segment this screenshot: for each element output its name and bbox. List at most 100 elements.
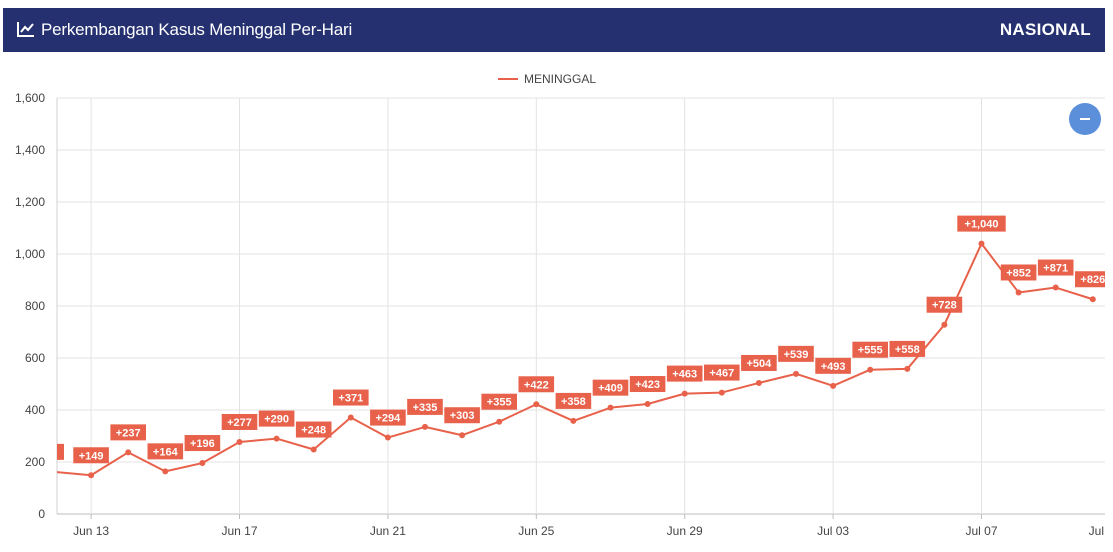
data-point bbox=[125, 449, 132, 456]
data-label-box bbox=[407, 398, 443, 415]
data-label-box bbox=[221, 413, 258, 430]
line-chart: 0 200 400 600 800 1,000 1,200 1,400 1,600 Jun 13 J… bbox=[15, 72, 1105, 538]
data-point bbox=[570, 417, 577, 424]
x-tick-label: Jun 17 bbox=[221, 524, 257, 538]
data-label-box bbox=[1037, 259, 1074, 276]
data-point bbox=[236, 438, 243, 445]
chart-header: Perkembangan Kasus Meninggal Per-Hari NA… bbox=[3, 8, 1105, 52]
data-point bbox=[681, 390, 688, 397]
data-label-box bbox=[741, 354, 777, 371]
data-label: +371 bbox=[338, 393, 363, 405]
data-point bbox=[978, 240, 985, 247]
y-tick-label: 0 bbox=[38, 507, 45, 521]
data-point bbox=[422, 423, 428, 430]
series-group: +149 +237 +164 +196 +277 +290 +248 +371 +294 +335… bbox=[51, 215, 1105, 479]
zoom-out-button[interactable] bbox=[1069, 103, 1101, 135]
data-label: +358 bbox=[561, 396, 586, 408]
y-tick-label: 200 bbox=[25, 455, 45, 469]
data-label: +335 bbox=[413, 402, 438, 414]
data-label-box bbox=[629, 376, 666, 393]
data-label: +826 bbox=[1080, 274, 1105, 286]
y-tick-label: 600 bbox=[25, 351, 45, 365]
data-label: +355 bbox=[487, 397, 512, 409]
x-tick-label: Jul bbox=[1089, 524, 1104, 538]
data-label: +290 bbox=[264, 414, 289, 426]
data-label: +422 bbox=[524, 379, 549, 391]
legend-label: MENINGGAL bbox=[524, 72, 596, 86]
data-label-box bbox=[57, 443, 64, 460]
data-label: +423 bbox=[635, 379, 660, 391]
data-label-box bbox=[444, 407, 480, 424]
data-point bbox=[1089, 296, 1096, 303]
data-point bbox=[88, 472, 95, 479]
data-label-box bbox=[889, 340, 926, 357]
data-label-box bbox=[926, 296, 963, 313]
data-label: +294 bbox=[376, 413, 402, 425]
data-point bbox=[755, 379, 762, 386]
data-label-box bbox=[258, 410, 295, 427]
data-label: +303 bbox=[450, 410, 475, 422]
data-point bbox=[199, 460, 206, 467]
data-point bbox=[384, 434, 391, 441]
x-tick-label: Jul 07 bbox=[965, 524, 997, 538]
data-label-box bbox=[147, 443, 184, 460]
data-label: +493 bbox=[821, 361, 846, 373]
data-label-box bbox=[852, 341, 888, 358]
data-label: +237 bbox=[116, 427, 141, 439]
data-point bbox=[1015, 289, 1022, 296]
data-label: +467 bbox=[709, 368, 734, 380]
data-label: +539 bbox=[784, 349, 809, 361]
data-label-box bbox=[481, 393, 517, 410]
minus-icon bbox=[1080, 118, 1090, 120]
data-point bbox=[718, 389, 725, 396]
data-point bbox=[830, 382, 837, 389]
data-label-box bbox=[1000, 264, 1037, 281]
data-label-box bbox=[370, 409, 406, 426]
data-label-box bbox=[778, 345, 814, 362]
data-label: +558 bbox=[895, 344, 920, 356]
data-label: +196 bbox=[190, 438, 215, 450]
x-tick-label: Jun 29 bbox=[667, 524, 703, 538]
data-label-box bbox=[555, 392, 592, 409]
data-point bbox=[347, 414, 354, 421]
data-label-box bbox=[518, 376, 555, 393]
data-label-box bbox=[704, 364, 740, 381]
data-label-box bbox=[815, 357, 851, 374]
data-label: +164 bbox=[153, 446, 179, 458]
data-label: +277 bbox=[227, 417, 252, 429]
x-tick-label: Jun 13 bbox=[73, 524, 109, 538]
data-label: +871 bbox=[1043, 263, 1068, 275]
data-label-box bbox=[333, 389, 369, 406]
data-label-box bbox=[110, 424, 146, 441]
y-tick-label: 400 bbox=[25, 403, 45, 417]
x-tick-label: Jun 25 bbox=[518, 524, 554, 538]
data-label-box bbox=[592, 379, 629, 396]
chart-title: Perkembangan Kasus Meninggal Per-Hari bbox=[41, 20, 353, 39]
data-label: +463 bbox=[672, 369, 697, 381]
y-tick-label: 800 bbox=[25, 299, 45, 313]
data-label-box bbox=[295, 421, 332, 438]
x-tick-label: Jun 21 bbox=[370, 524, 406, 538]
data-point bbox=[496, 418, 503, 425]
y-tick-label: 1,200 bbox=[15, 195, 45, 209]
x-tick-label: Jul 03 bbox=[817, 524, 849, 538]
data-point bbox=[533, 401, 540, 408]
data-point bbox=[644, 401, 651, 408]
data-label-box bbox=[957, 215, 1006, 232]
y-tick-label: 1,600 bbox=[15, 91, 45, 105]
data-point bbox=[793, 370, 799, 377]
data-point bbox=[459, 432, 466, 439]
data-point bbox=[607, 404, 614, 411]
region-label: NASIONAL bbox=[999, 20, 1091, 39]
data-label: +555 bbox=[858, 345, 883, 357]
y-tick-label: 1,000 bbox=[15, 247, 45, 261]
y-tick-label: 1,400 bbox=[15, 143, 45, 157]
data-point bbox=[867, 366, 874, 373]
data-point bbox=[51, 469, 57, 475]
data-label-box bbox=[666, 365, 703, 382]
data-label: +1,040 bbox=[965, 219, 999, 231]
data-point bbox=[310, 446, 317, 453]
data-label: +852 bbox=[1006, 267, 1031, 279]
data-point bbox=[273, 435, 280, 442]
line-chart-icon bbox=[17, 22, 34, 37]
